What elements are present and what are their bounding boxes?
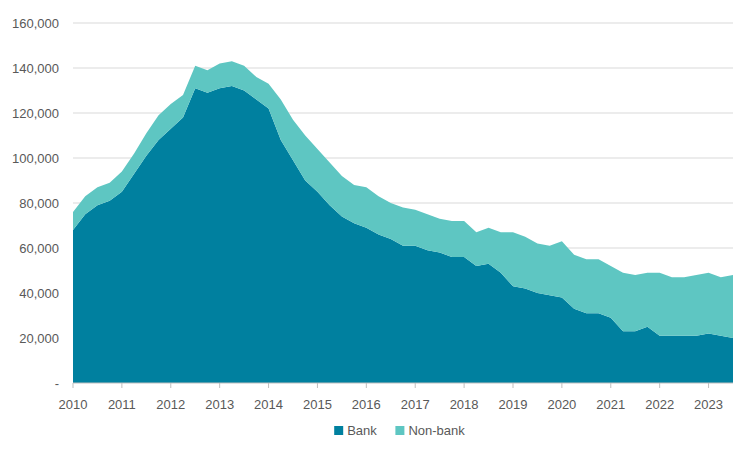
x-tick-label: 2015 <box>303 397 332 412</box>
legend-swatch <box>395 426 404 435</box>
x-tick-label: 2022 <box>645 397 674 412</box>
grid-line <box>73 23 733 24</box>
legend-label: Bank <box>347 423 377 438</box>
areas <box>73 61 733 383</box>
x-tick <box>73 383 74 388</box>
grid-line <box>73 68 733 69</box>
x-tick <box>121 383 122 388</box>
x-tick-label: 2018 <box>450 397 479 412</box>
y-tick-label: 160,000 <box>12 16 59 31</box>
x-tick-label: 2021 <box>596 397 625 412</box>
x-tick <box>561 383 562 388</box>
x-tick-label: 2012 <box>156 397 185 412</box>
y-tick-label: 120,000 <box>12 106 59 121</box>
x-tick-label: 2016 <box>352 397 381 412</box>
x-tick <box>268 383 269 388</box>
x-tick <box>317 383 318 388</box>
x-tick <box>708 383 709 388</box>
x-tick <box>659 383 660 388</box>
x-axis-line <box>73 383 733 384</box>
x-tick <box>219 383 220 388</box>
x-tick-label: 2011 <box>108 397 136 412</box>
chart: - 20,000 40,000 60,000 80,000 100,000 120,000 1… <box>0 0 756 450</box>
legend-label: Non-bank <box>408 423 465 438</box>
x-tick <box>170 383 171 388</box>
x-tick-label: 2020 <box>547 397 576 412</box>
y-tick-label: 80,000 <box>19 196 59 211</box>
y-tick-label: 60,000 <box>19 241 59 256</box>
x-tick-label: 2010 <box>59 397 88 412</box>
x-tick <box>464 383 465 388</box>
x-tick <box>610 383 611 388</box>
x-tick <box>415 383 416 388</box>
x-tick <box>366 383 367 388</box>
x-tick <box>513 383 514 388</box>
y-tick-label: 140,000 <box>12 61 59 76</box>
area-1 <box>73 61 733 338</box>
legend-swatch <box>334 426 343 435</box>
legend: Bank Non-bank <box>334 423 465 438</box>
x-tick-label: 2013 <box>205 397 234 412</box>
x-tick-label: 2014 <box>254 397 283 412</box>
y-tick-label: - <box>55 376 59 391</box>
x-tick-label: 2017 <box>401 397 430 412</box>
y-tick-label: 40,000 <box>19 286 59 301</box>
y-tick-label: 20,000 <box>19 331 59 346</box>
x-tick-label: 2023 <box>694 397 723 412</box>
y-tick-label: 100,000 <box>12 151 59 166</box>
x-tick-label: 2019 <box>499 397 528 412</box>
